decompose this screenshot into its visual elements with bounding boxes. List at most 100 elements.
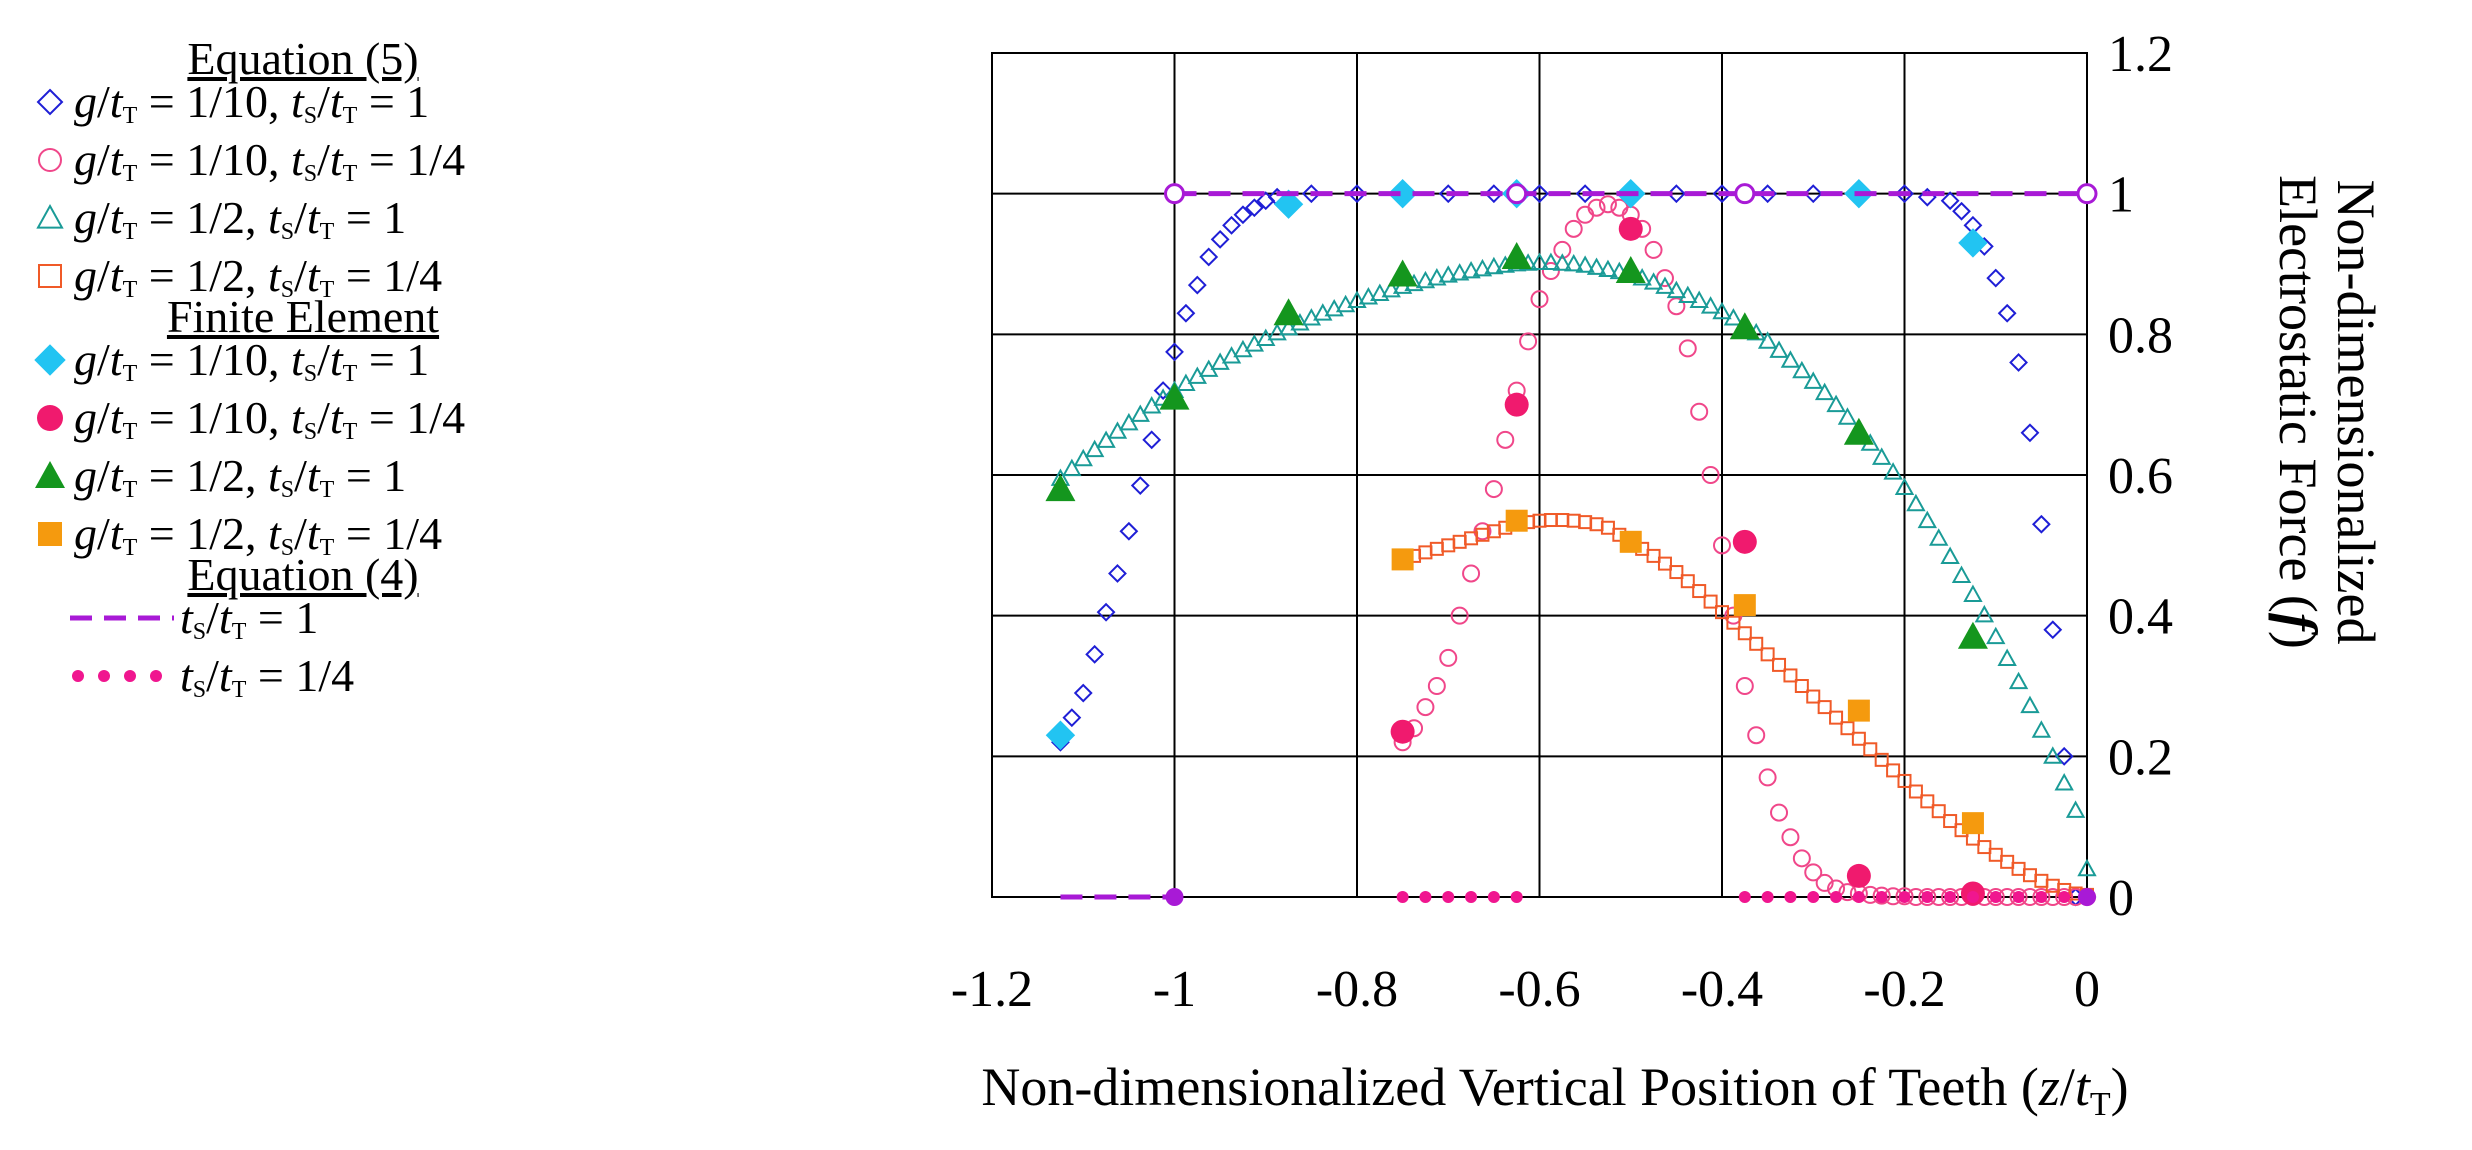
eq4-dot bbox=[1396, 891, 1409, 903]
legend-marker-diamond-open-icon bbox=[36, 88, 64, 116]
data-point bbox=[1438, 184, 1458, 204]
x-tick-label: -0.4 bbox=[1681, 961, 1763, 1018]
data-point bbox=[1883, 462, 1903, 480]
eq4-dot bbox=[1830, 891, 1843, 903]
y-tick-label: 1.2 bbox=[2108, 26, 2173, 83]
data-point bbox=[1701, 466, 1720, 484]
data-point bbox=[1165, 342, 1184, 362]
data-point bbox=[1439, 648, 1458, 667]
data-point bbox=[1803, 184, 1823, 204]
data-point bbox=[1817, 700, 1832, 715]
data-point bbox=[1920, 794, 1935, 809]
data-point bbox=[1575, 184, 1595, 204]
data-point bbox=[1758, 768, 1777, 787]
data-point bbox=[2022, 868, 2037, 883]
data-point bbox=[1387, 259, 1418, 287]
data-point bbox=[1692, 584, 1707, 599]
eq4-dot bbox=[1442, 891, 1455, 903]
legend-marker-circle-open-icon bbox=[38, 148, 62, 172]
data-point bbox=[1917, 510, 1938, 529]
data-point bbox=[1575, 255, 1595, 273]
data-point bbox=[1130, 476, 1150, 495]
data-point bbox=[1301, 184, 1321, 204]
data-point bbox=[1757, 331, 1778, 349]
legend-entry-eq5_b: g/tT = 1/10, tS/tT = 1/4 bbox=[32, 130, 465, 190]
legend-marker bbox=[36, 203, 64, 229]
data-point bbox=[1586, 257, 1607, 275]
data-point bbox=[1803, 371, 1823, 389]
data-point bbox=[1780, 350, 1801, 368]
data-point bbox=[1484, 184, 1504, 204]
data-point bbox=[1863, 742, 1878, 757]
data-point bbox=[1598, 259, 1618, 278]
data-point bbox=[1273, 189, 1304, 219]
data-point bbox=[1712, 301, 1732, 320]
eq4-point bbox=[2076, 183, 2098, 205]
legend-entry-eq4_a: tS/tT = 1 bbox=[70, 588, 318, 648]
data-point bbox=[1940, 546, 1960, 564]
data-point bbox=[1619, 530, 1642, 553]
data-point bbox=[1941, 888, 1960, 906]
legend-marker bbox=[34, 344, 66, 376]
eq4-dot bbox=[1419, 891, 1432, 903]
data-point bbox=[1504, 392, 1529, 417]
data-point bbox=[1872, 886, 1891, 905]
data-point bbox=[1418, 545, 1433, 560]
data-point bbox=[1045, 474, 1076, 502]
data-point bbox=[1096, 430, 1116, 448]
data-point bbox=[2055, 888, 2074, 906]
data-point bbox=[1814, 382, 1835, 401]
y-tick-label: 1 bbox=[2108, 167, 2134, 224]
data-point bbox=[1427, 677, 1446, 695]
x-tick-label: -1.2 bbox=[951, 961, 1033, 1018]
data-point bbox=[1347, 184, 1367, 204]
eq4-point bbox=[1164, 183, 1185, 205]
data-point bbox=[1918, 888, 1937, 906]
data-point bbox=[1737, 626, 1752, 641]
data-point bbox=[1553, 240, 1572, 259]
data-point bbox=[1390, 719, 1415, 744]
series-8 bbox=[1060, 183, 2098, 906]
series-2 bbox=[1050, 252, 2097, 877]
data-point bbox=[1794, 679, 1809, 693]
legend-heading-finite-element: Finite Element bbox=[166, 291, 440, 342]
data-point bbox=[1450, 606, 1469, 625]
legend-entry-eq5_a: g/tT = 1/10, tS/tT = 1 bbox=[32, 72, 429, 132]
data-point bbox=[1496, 430, 1515, 449]
data-point bbox=[1792, 360, 1812, 379]
legend-marker-circle-filled-icon bbox=[37, 405, 63, 431]
legend-label: g/tT = 1/10, tS/tT = 1 bbox=[74, 75, 430, 129]
data-point bbox=[1963, 584, 1983, 602]
data-point bbox=[1712, 184, 1732, 204]
data-point bbox=[2043, 746, 2063, 764]
data-point bbox=[1986, 268, 2006, 288]
series-7 bbox=[1391, 509, 1984, 835]
eq4-dot bbox=[1875, 891, 1888, 903]
legend-entry-eq5_d: g/tT = 1/2, tS/tT = 1/4 bbox=[32, 246, 442, 306]
data-point bbox=[2031, 514, 2051, 534]
data-point bbox=[1678, 285, 1698, 304]
data-point bbox=[1957, 621, 1988, 649]
data-point bbox=[1874, 752, 1889, 767]
data-point bbox=[1840, 721, 1855, 736]
data-point bbox=[1895, 887, 1914, 906]
data-point bbox=[1543, 513, 1558, 528]
legend-marker-triangle-filled-icon bbox=[35, 461, 65, 488]
data-point bbox=[1644, 240, 1663, 259]
legend-marker bbox=[38, 522, 62, 546]
eq4-dot bbox=[1921, 891, 1934, 903]
eq4-dot bbox=[1510, 891, 1523, 903]
data-point bbox=[1666, 184, 1686, 204]
series-3 bbox=[1395, 513, 2094, 902]
eq4-dot bbox=[2058, 891, 2071, 903]
legend-label: tS/tT = 1 bbox=[180, 591, 319, 645]
data-point bbox=[1886, 763, 1901, 778]
data-point bbox=[1723, 308, 1744, 326]
legend-marker bbox=[36, 88, 64, 116]
data-point bbox=[1142, 430, 1162, 450]
data-point bbox=[1461, 260, 1481, 279]
legend-label: g/tT = 1/2, tS/tT = 1 bbox=[74, 191, 407, 245]
data-point bbox=[1429, 541, 1444, 556]
data-point bbox=[1256, 328, 1276, 346]
data-point bbox=[1615, 256, 1646, 284]
